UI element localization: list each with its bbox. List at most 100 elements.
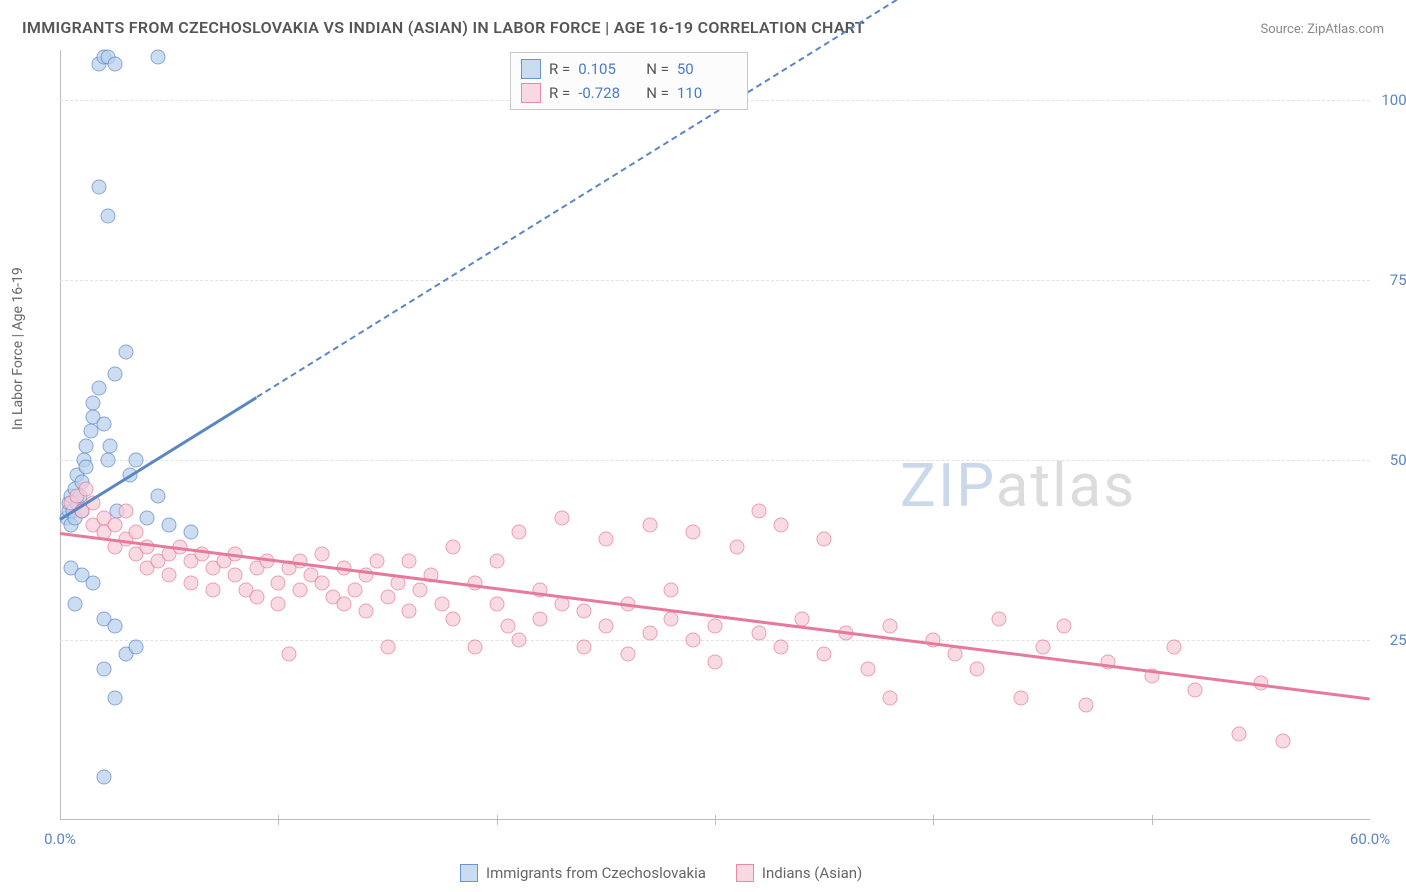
scatter-point <box>1057 618 1072 633</box>
scatter-point <box>751 625 766 640</box>
stats-swatch-1 <box>521 59 541 79</box>
scatter-point <box>1166 640 1181 655</box>
grid-line <box>60 460 1370 461</box>
scatter-point <box>347 582 362 597</box>
scatter-point <box>664 611 679 626</box>
scatter-point <box>642 517 657 532</box>
scatter-point <box>577 640 592 655</box>
scatter-point <box>96 661 111 676</box>
scatter-point <box>79 460 94 475</box>
scatter-point <box>107 366 122 381</box>
scatter-point <box>380 640 395 655</box>
legend: Immigrants from Czechoslovakia Indians (… <box>460 864 862 882</box>
scatter-point <box>555 510 570 525</box>
scatter-point <box>369 553 384 568</box>
scatter-point <box>860 661 875 676</box>
scatter-point <box>205 582 220 597</box>
scatter-point <box>402 553 417 568</box>
source-attribution: Source: ZipAtlas.com <box>1260 22 1384 37</box>
scatter-point <box>708 618 723 633</box>
chart-title: IMMIGRANTS FROM CZECHOSLOVAKIA VS INDIAN… <box>22 18 865 37</box>
scatter-point <box>598 532 613 547</box>
scatter-point <box>101 208 116 223</box>
scatter-point <box>620 647 635 662</box>
stats-n-value-1: 50 <box>677 60 737 78</box>
scatter-point <box>184 525 199 540</box>
stats-r-label-2: R = <box>549 84 570 102</box>
scatter-point <box>140 510 155 525</box>
scatter-point <box>1013 690 1028 705</box>
x-tick <box>715 815 716 825</box>
legend-item-2: Indians (Asian) <box>736 864 862 882</box>
scatter-point <box>511 525 526 540</box>
scatter-point <box>413 582 428 597</box>
scatter-point <box>107 57 122 72</box>
stats-n-label-2: N = <box>646 84 669 102</box>
scatter-point <box>664 582 679 597</box>
scatter-point <box>795 611 810 626</box>
scatter-point <box>751 503 766 518</box>
scatter-point <box>79 438 94 453</box>
scatter-point <box>380 589 395 604</box>
trend-line-dashed <box>256 0 1371 398</box>
scatter-point <box>293 582 308 597</box>
scatter-point <box>729 539 744 554</box>
x-tick-label: 0.0% <box>44 830 76 848</box>
scatter-point <box>817 532 832 547</box>
scatter-point <box>129 640 144 655</box>
stats-row-1: R = 0.105 N = 50 <box>521 57 737 81</box>
scatter-point <box>533 611 548 626</box>
scatter-point <box>96 417 111 432</box>
y-axis-line <box>60 50 61 820</box>
scatter-point <box>151 489 166 504</box>
scatter-point <box>948 647 963 662</box>
scatter-point <box>467 575 482 590</box>
scatter-point <box>489 553 504 568</box>
x-tick <box>933 815 934 825</box>
legend-swatch-2 <box>736 864 754 882</box>
scatter-point <box>282 647 297 662</box>
stats-r-value-1: 0.105 <box>578 60 638 78</box>
scatter-point <box>773 640 788 655</box>
scatter-point <box>68 597 83 612</box>
scatter-point <box>991 611 1006 626</box>
scatter-point <box>1188 683 1203 698</box>
legend-label-2: Indians (Asian) <box>762 864 862 882</box>
scatter-point <box>92 179 107 194</box>
scatter-point <box>129 453 144 468</box>
scatter-point <box>85 395 100 410</box>
scatter-point <box>85 575 100 590</box>
scatter-point <box>686 525 701 540</box>
scatter-point <box>249 589 264 604</box>
plot-area: ZIPatlas R = 0.105 N = 50 R = -0.728 N =… <box>60 50 1370 820</box>
scatter-point <box>817 647 832 662</box>
trend-line <box>60 532 1370 700</box>
stats-n-value-2: 110 <box>677 84 737 102</box>
scatter-point <box>500 618 515 633</box>
scatter-point <box>101 453 116 468</box>
stats-row-2: R = -0.728 N = 110 <box>521 81 737 105</box>
scatter-point <box>96 769 111 784</box>
scatter-point <box>435 597 450 612</box>
x-tick <box>278 815 279 825</box>
scatter-point <box>140 539 155 554</box>
scatter-point <box>358 604 373 619</box>
y-tick-label: 75.0% <box>1380 271 1406 289</box>
scatter-point <box>489 597 504 612</box>
scatter-point <box>271 597 286 612</box>
scatter-point <box>970 661 985 676</box>
scatter-point <box>1232 726 1247 741</box>
scatter-point <box>1275 733 1290 748</box>
scatter-point <box>271 575 286 590</box>
scatter-point <box>79 481 94 496</box>
scatter-point <box>118 503 133 518</box>
scatter-point <box>184 575 199 590</box>
stats-r-value-2: -0.728 <box>578 84 638 102</box>
scatter-point <box>686 633 701 648</box>
stats-n-label-1: N = <box>646 60 669 78</box>
stats-swatch-2 <box>521 83 541 103</box>
scatter-point <box>511 633 526 648</box>
scatter-point <box>555 597 570 612</box>
x-tick <box>1152 815 1153 825</box>
scatter-point <box>315 575 330 590</box>
